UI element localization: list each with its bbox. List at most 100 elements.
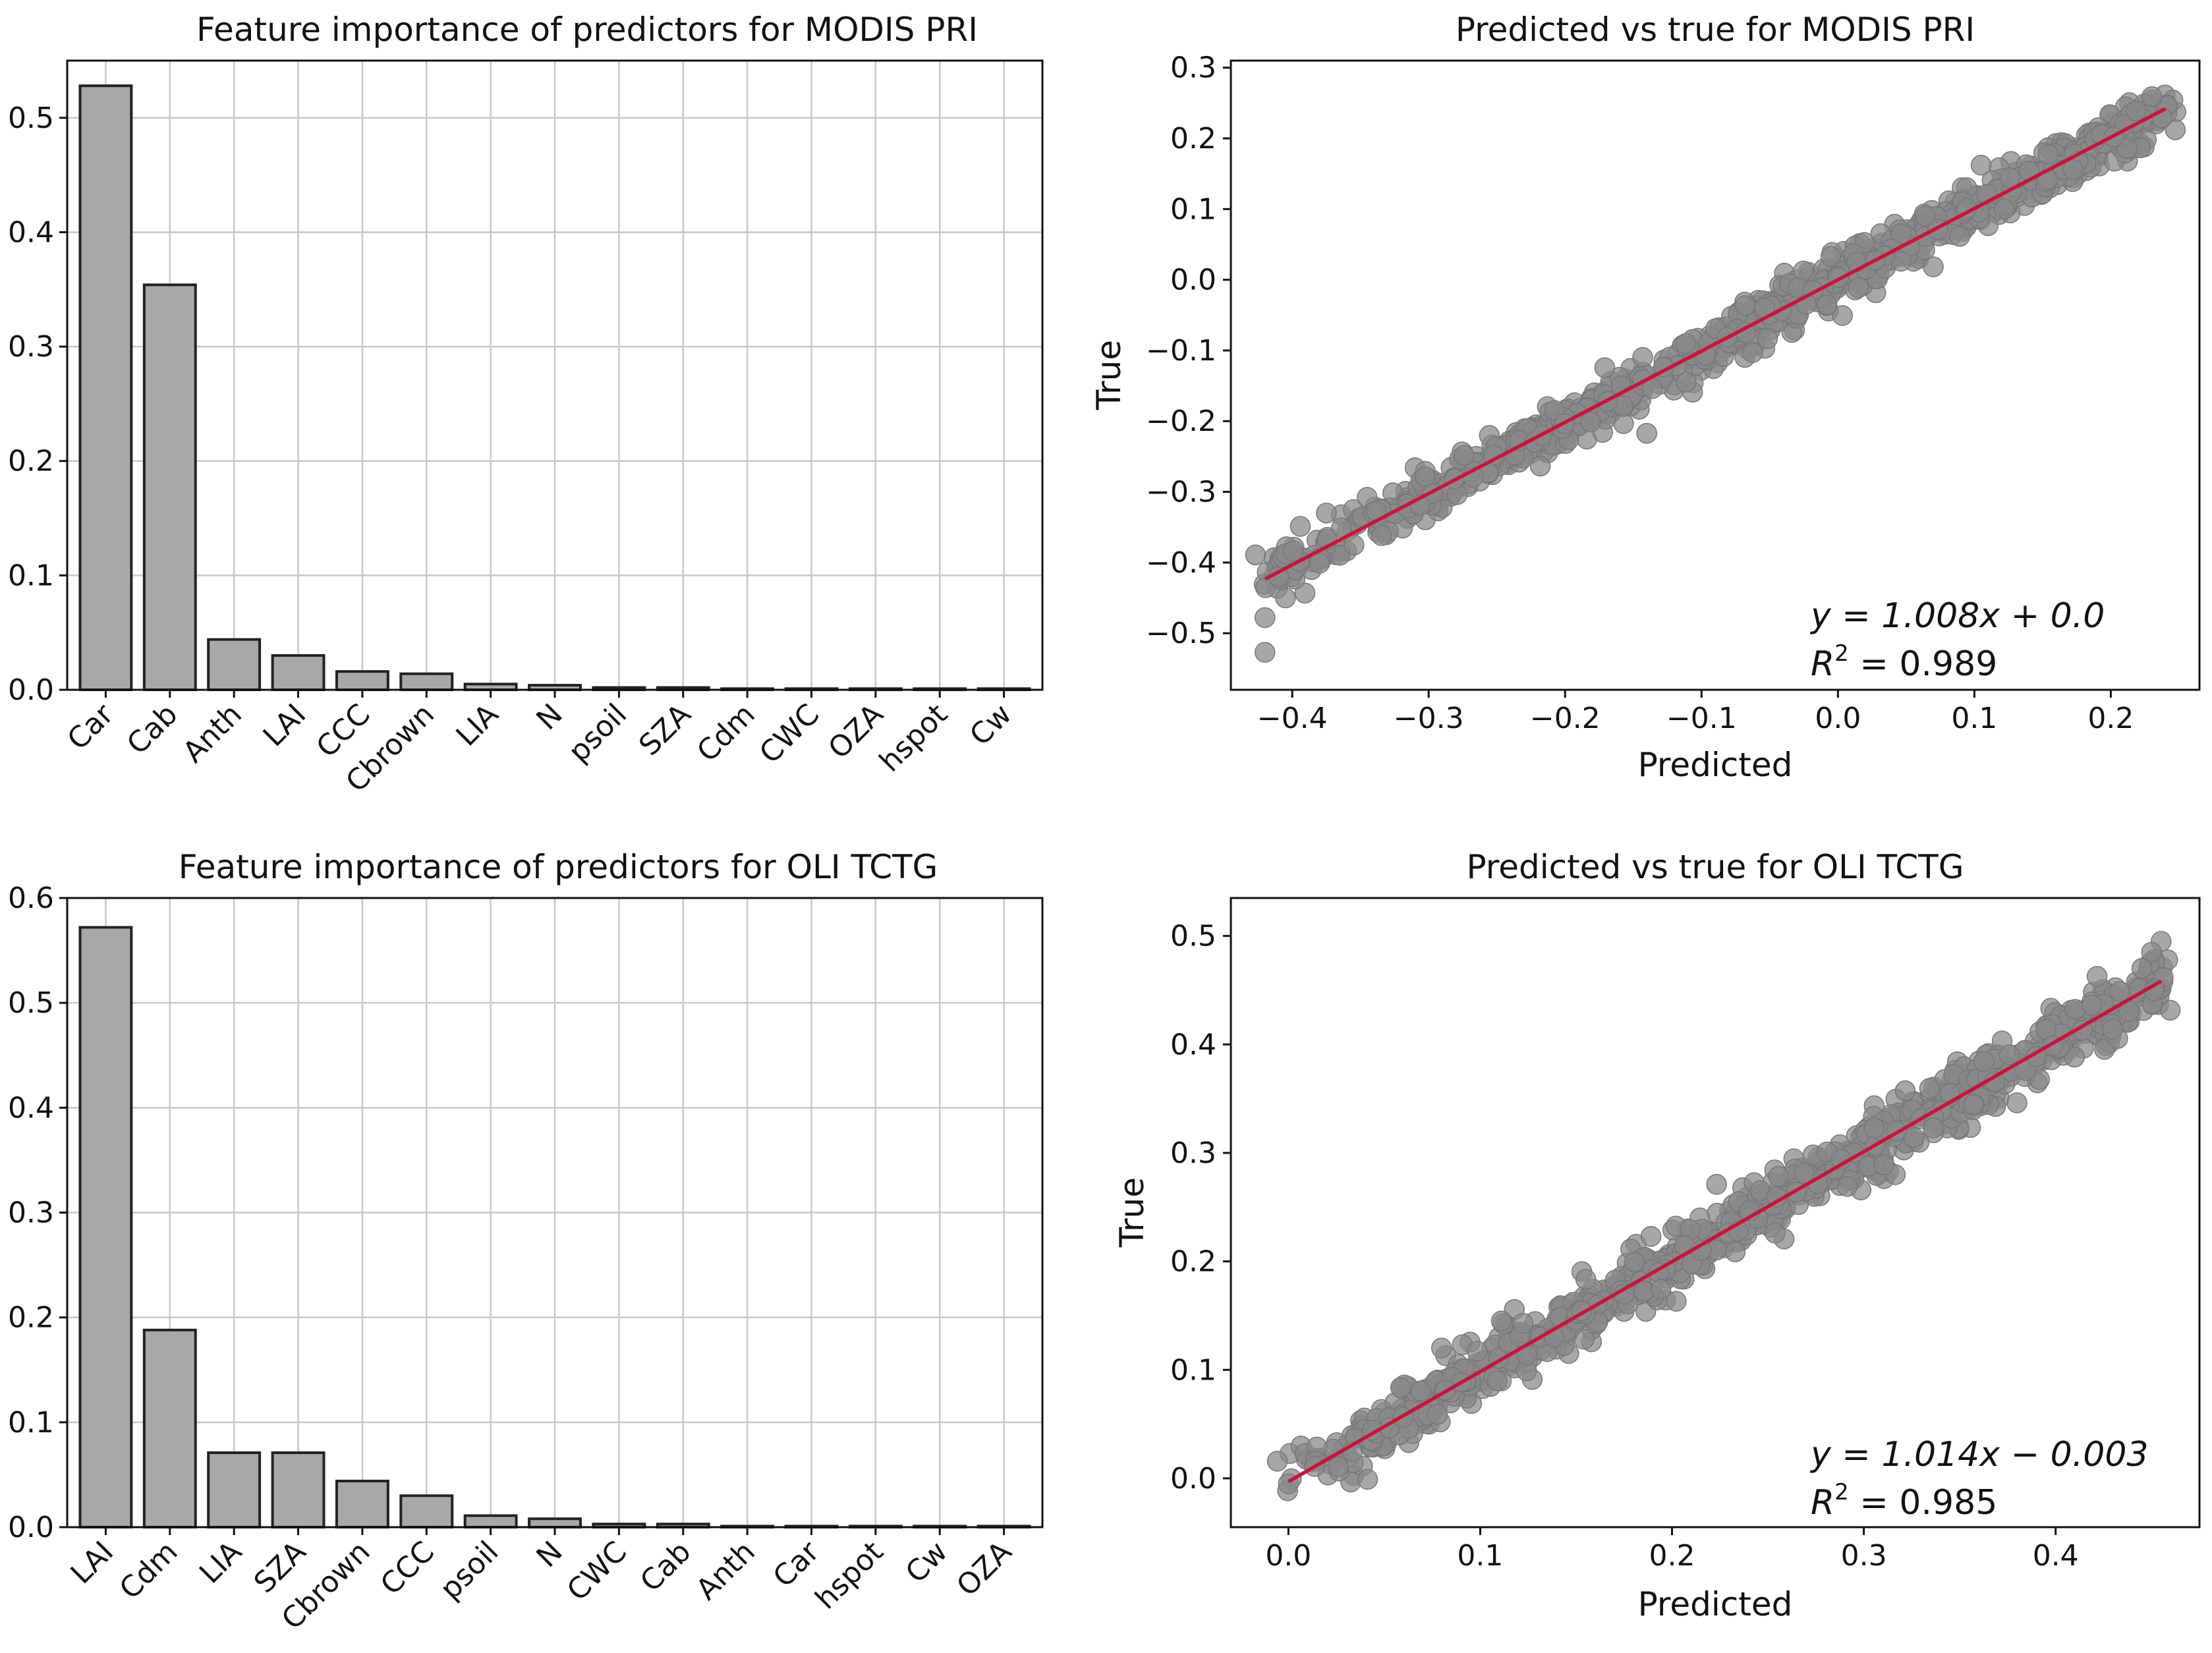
data-point bbox=[2086, 966, 2108, 987]
data-point bbox=[1675, 333, 1697, 354]
x-tick-label: 0.1 bbox=[1457, 1539, 1503, 1573]
bar-sza bbox=[271, 1451, 326, 1529]
data-point bbox=[1431, 1337, 1452, 1359]
x-tick-label: 0.4 bbox=[2033, 1539, 2079, 1573]
data-point bbox=[1949, 225, 1970, 247]
bar-lai bbox=[78, 926, 133, 1528]
bars bbox=[78, 84, 1031, 692]
data-point bbox=[2006, 1092, 2028, 1113]
y-axis-ticks: 0.0 0.1 0.2 0.3 0.4 0.5 bbox=[8, 101, 67, 707]
y-tick-label: 0.1 bbox=[1170, 192, 1216, 226]
bar-ccc bbox=[335, 670, 389, 692]
data-point bbox=[1816, 294, 1838, 316]
data-point bbox=[1848, 277, 1869, 298]
data-point bbox=[1999, 1044, 2020, 1065]
y-tick-label: 0.4 bbox=[1170, 1028, 1216, 1061]
data-point bbox=[1832, 305, 1853, 326]
bar-cab bbox=[142, 283, 197, 691]
fit-line bbox=[1287, 979, 2163, 1484]
data-point bbox=[1594, 357, 1616, 378]
fit-line bbox=[1264, 107, 2167, 581]
data-point bbox=[1724, 1241, 1746, 1262]
x-tick-label: CWC bbox=[753, 698, 826, 770]
y-tick-label: 0.2 bbox=[8, 445, 54, 478]
x-tick-label: −0.2 bbox=[1530, 702, 1601, 735]
r-squared: R2 = 0.985 bbox=[1811, 1479, 1997, 1523]
x-tick-label: Cw bbox=[899, 1535, 954, 1590]
y-tick-label: 0.1 bbox=[8, 1406, 54, 1440]
fit-equation: y = 1.008x + 0.0 bbox=[1809, 596, 2105, 636]
y-tick-label: 0.5 bbox=[8, 101, 54, 135]
data-point bbox=[1575, 1269, 1597, 1290]
panel-bar-oli-tctg: Feature importance of predictors for OLI… bbox=[8, 848, 1044, 1637]
data-point bbox=[2165, 119, 2186, 140]
data-point bbox=[1624, 1251, 1645, 1273]
y-tick-label: 0.5 bbox=[8, 986, 54, 1020]
x-tick-label: LAI bbox=[257, 698, 313, 754]
bar-ccc bbox=[399, 1494, 454, 1528]
data-point bbox=[1863, 1117, 1885, 1138]
data-point bbox=[1914, 206, 1936, 227]
data-point bbox=[2159, 999, 2181, 1021]
x-tick-label: Cab bbox=[634, 1535, 698, 1599]
y-tick-label: 0.0 bbox=[8, 673, 54, 707]
fit-equation: y = 1.014x − 0.003 bbox=[1809, 1435, 2149, 1474]
data-point bbox=[2141, 86, 2163, 107]
y-tick-label: 0.3 bbox=[1170, 1136, 1216, 1170]
data-point bbox=[1820, 246, 1842, 267]
x-tick-label: OZA bbox=[950, 1535, 1018, 1603]
data-point bbox=[1666, 1291, 1687, 1312]
plot-frame bbox=[1230, 59, 2201, 691]
data-point bbox=[1390, 1377, 1411, 1398]
x-tick-label: Cdm bbox=[113, 1535, 184, 1606]
data-point bbox=[1255, 642, 1276, 663]
data-point bbox=[1255, 607, 1276, 629]
data-point bbox=[1294, 582, 1316, 603]
x-tick-label: hspot bbox=[873, 698, 954, 779]
data-point bbox=[1903, 1127, 1925, 1148]
x-axis-ticks: 0.0 0.1 0.2 0.3 0.4 bbox=[1265, 1527, 2079, 1573]
data-point bbox=[1923, 256, 1944, 277]
data-point bbox=[1919, 1078, 1941, 1099]
data-point bbox=[1706, 1173, 1727, 1195]
y-tick-label: −0.4 bbox=[1146, 546, 1216, 580]
y-tick-label: −0.1 bbox=[1146, 334, 1216, 368]
data-point bbox=[2116, 138, 2138, 159]
data-point bbox=[1734, 295, 1756, 316]
data-point bbox=[1454, 445, 1475, 466]
data-point bbox=[1768, 1165, 1789, 1187]
data-point bbox=[2037, 144, 2059, 165]
data-point bbox=[1309, 553, 1330, 574]
data-point bbox=[1757, 328, 1778, 349]
x-tick-label: 0.0 bbox=[1265, 1539, 1311, 1573]
x-axis-ticks: −0.4 −0.3 −0.2 −0.1 0.0 0.1 0.2 bbox=[1257, 690, 2134, 735]
data-point bbox=[1512, 1312, 1534, 1334]
bar-psoil bbox=[463, 1514, 518, 1529]
data-point bbox=[1328, 1456, 1349, 1477]
x-axis-label: Predicted bbox=[1638, 1585, 1793, 1623]
data-point bbox=[1316, 502, 1337, 524]
data-point bbox=[1580, 411, 1601, 433]
data-point bbox=[1275, 587, 1296, 609]
gridlines bbox=[67, 897, 1042, 1527]
panel-scatter-oli-tctg: Predicted vs true for OLI TCTG 0.0 0.1 0.2… bbox=[1113, 848, 2201, 1623]
chart-title: Predicted vs true for OLI TCTG bbox=[1467, 848, 1964, 886]
x-tick-label: Anth bbox=[177, 698, 248, 770]
data-point bbox=[1357, 1469, 1378, 1490]
x-tick-label: SZA bbox=[633, 698, 697, 762]
chart-title: Predicted vs true for MODIS PRI bbox=[1456, 11, 1975, 49]
x-tick-label: 0.1 bbox=[1951, 702, 1997, 735]
data-point bbox=[1282, 540, 1304, 562]
x-tick-label: −0.1 bbox=[1666, 702, 1737, 735]
x-tick-label: Car bbox=[61, 697, 121, 756]
y-axis-ticks: 0.0 0.1 0.2 0.3 0.4 0.5 0.6 bbox=[8, 882, 67, 1544]
chart-title: Feature importance of predictors for OLI… bbox=[179, 848, 938, 886]
data-point bbox=[2102, 1019, 2123, 1040]
data-point bbox=[1765, 1222, 1786, 1244]
x-tick-label: N bbox=[530, 1535, 569, 1574]
data-point bbox=[1632, 347, 1653, 368]
y-axis-label: True bbox=[1113, 1177, 1151, 1248]
